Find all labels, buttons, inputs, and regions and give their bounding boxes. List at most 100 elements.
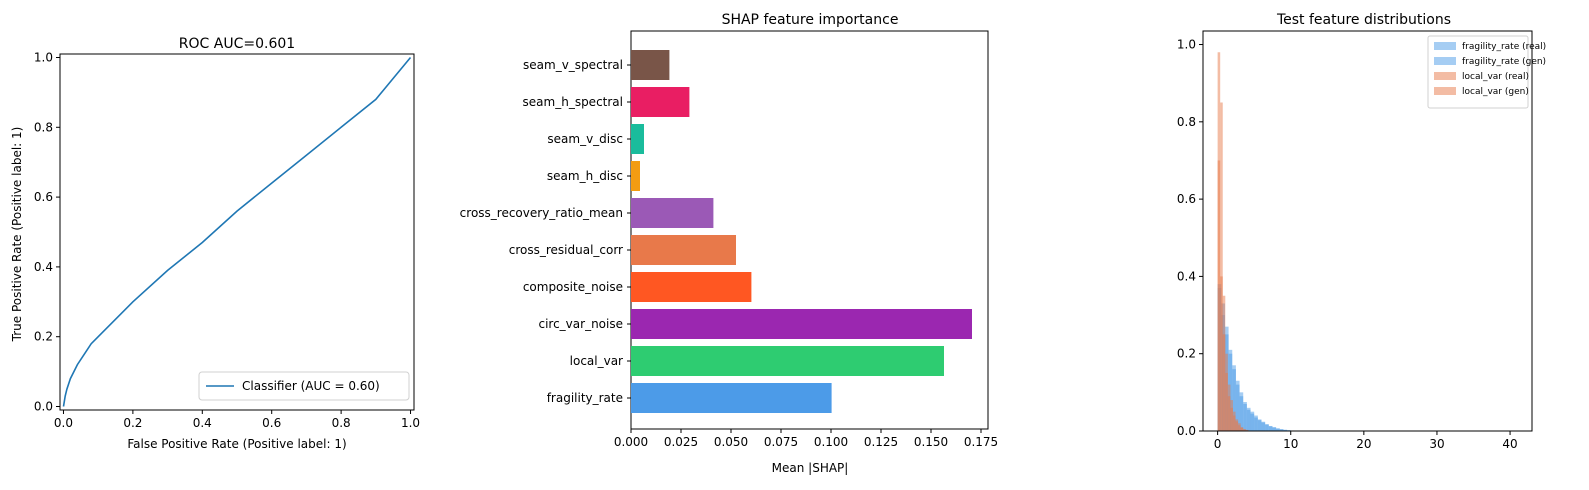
- shap-x-tick-label: 0.075: [764, 435, 798, 449]
- roc-x-tick-label: 0.2: [123, 416, 142, 430]
- roc-x-tick-label: 0.6: [262, 416, 281, 430]
- roc-x-axis-label: False Positive Rate (Positive label: 1): [127, 437, 346, 451]
- shap-bar: [631, 198, 714, 228]
- hist-bar: [1235, 380, 1240, 431]
- hist-plot-area: 0 10 20 30 40 0.0 0.2 0.4 0.6 0.8 1.0: [1177, 30, 1533, 451]
- roc-y-tick-label: 0.2: [34, 330, 53, 344]
- hist-bar: [1243, 402, 1247, 431]
- roc-plot-area: 0.0 0.2 0.4 0.6 0.8 1.0 0.0 0.2 0.4 0.6 0.8 1.0: [34, 50, 420, 430]
- shap-category-label: composite_noise: [523, 280, 623, 294]
- shap-x-tick-label: 0.000: [614, 435, 648, 449]
- hist-bar: [1257, 419, 1262, 431]
- hist-legend-items: fragility_rate (real) fragility_rate (gen…: [1434, 42, 1546, 97]
- shap-category-label: fragility_rate: [547, 391, 623, 405]
- hist-legend-swatch: [1434, 42, 1456, 50]
- hist-legend-label: fragility_rate (gen): [1462, 57, 1546, 67]
- shap-x-tick-label: 0.175: [964, 435, 998, 449]
- shap-x-tick-label: 0.050: [714, 435, 748, 449]
- roc-panel: ROC AUC=0.601 0.0 0.2 0.4 0.6 0.8 1.00.00.20.…: [10, 36, 420, 451]
- roc-title: ROC AUC=0.601: [179, 36, 295, 52]
- roc-legend-box: [198, 371, 410, 401]
- shap-category-label: seam_h_spectral: [523, 95, 623, 109]
- hist-bar: [1265, 424, 1269, 431]
- shap-plot-area: fragility_rate local_var circ_var_noise com…: [460, 30, 998, 449]
- hist-legend: fragility_rate (real) fragility_rate (gen…: [1427, 35, 1546, 109]
- roc-x-tick-label: 0.4: [193, 416, 212, 430]
- shap-category-label: seam_h_disc: [547, 169, 623, 183]
- hist-y-tick-label: 0.4: [1177, 269, 1196, 283]
- hist-x-tick-label: 0: [1214, 437, 1222, 451]
- hist-y-tick-label: 0.0: [1177, 424, 1196, 438]
- roc-y-tick-label: 0.6: [34, 190, 53, 204]
- roc-x-tick-label: 1.0: [401, 416, 420, 430]
- hist-bar: [1220, 102, 1223, 431]
- shap-x-tick-label: 0.125: [864, 435, 898, 449]
- hist-bar: [1254, 415, 1258, 431]
- roc-x-tick-label: 0.8: [332, 416, 351, 430]
- roc-curve-line: [62, 56, 412, 407]
- roc-y-tick-label: 0.4: [34, 260, 53, 274]
- shap-bar: [631, 124, 644, 154]
- roc-legend-label: Classifier (AUC = 0.60): [242, 379, 380, 393]
- shap-x-axis-label: Mean |SHAP|: [772, 461, 849, 475]
- hist-legend-label: fragility_rate (real): [1462, 42, 1546, 52]
- shap-bar: [631, 272, 752, 302]
- hist-bar: [1243, 429, 1246, 431]
- hist-bar: [1220, 276, 1223, 431]
- hist-legend-label: local_var (real): [1462, 72, 1529, 82]
- shap-bar: [631, 383, 832, 413]
- hist-bar: [1239, 392, 1244, 431]
- shap-title: SHAP feature importance: [722, 12, 899, 28]
- shap-bar: [631, 346, 944, 376]
- shap-bar: [631, 50, 670, 80]
- roc-y-axis-label: True Positive Rate (Positive label: 1): [10, 127, 24, 343]
- hist-bar: [1279, 429, 1284, 431]
- shap-panel: SHAP feature importance fragility_rate lo…: [460, 12, 999, 475]
- shap-bar: [631, 235, 736, 265]
- shap-x-tick-label: 0.025: [664, 435, 698, 449]
- hist-x-tick-label: 10: [1283, 437, 1298, 451]
- shap-category-label: seam_v_disc: [547, 132, 623, 146]
- shap-bar: [631, 161, 640, 191]
- hist-legend-swatch: [1434, 87, 1456, 95]
- roc-y-tick-label: 0.0: [34, 400, 53, 414]
- hist-legend-swatch: [1434, 57, 1456, 65]
- hist-y-tick-label: 0.6: [1177, 192, 1196, 206]
- hist-bar: [1240, 427, 1244, 431]
- hist-bar: [1276, 428, 1280, 431]
- shap-bar: [631, 309, 972, 339]
- hist-bar: [1272, 427, 1277, 431]
- hist-bar: [1227, 396, 1231, 431]
- hist-y-tick-label: 0.8: [1177, 115, 1196, 129]
- shap-category-label: seam_v_spectral: [523, 58, 623, 72]
- hist-bar: [1225, 373, 1228, 431]
- roc-y-tick-label: 0.8: [34, 120, 53, 134]
- hist-title: Test feature distributions: [1276, 12, 1451, 28]
- hist-x-tick-label: 30: [1429, 437, 1444, 451]
- hist-bar: [1283, 429, 1288, 431]
- roc-legend: Classifier (AUC = 0.60): [198, 371, 410, 401]
- shap-category-label: circ_var_noise: [538, 317, 623, 331]
- shap-bar: [631, 87, 690, 117]
- shap-x-tick-label: 0.150: [914, 435, 948, 449]
- roc-axes-frame: [59, 53, 415, 411]
- hist-bar: [1222, 334, 1226, 431]
- hist-y-tick-label: 0.2: [1177, 347, 1196, 361]
- shap-category-label: cross_residual_corr: [509, 243, 623, 257]
- hist-bar: [1261, 421, 1266, 431]
- hist-x-tick-label: 20: [1356, 437, 1371, 451]
- roc-y-tick-label: 1.0: [34, 50, 53, 64]
- roc-x-tick-label: 0.0: [54, 416, 73, 430]
- shap-category-label: cross_recovery_ratio_mean: [460, 206, 623, 220]
- shap-axes-frame: [630, 30, 989, 430]
- hist-axes-frame: [1202, 30, 1533, 432]
- shap-x-tick-label: 0.100: [814, 435, 848, 449]
- shap-category-label: local_var: [570, 354, 623, 368]
- hist-bar: [1232, 365, 1236, 431]
- hist-bar: [1217, 160, 1221, 431]
- hist-bar: [1246, 407, 1251, 431]
- hist-bar: [1235, 421, 1239, 431]
- hist-bar: [1250, 411, 1255, 431]
- hist-y-tick-label: 1.0: [1177, 38, 1196, 52]
